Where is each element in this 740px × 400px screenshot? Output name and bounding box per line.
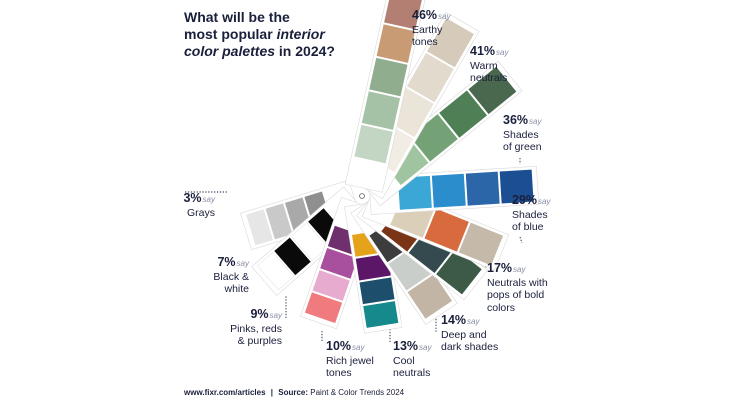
name-line: Black & bbox=[213, 270, 249, 283]
color-chip bbox=[458, 222, 504, 266]
say-text: say bbox=[352, 343, 365, 352]
pct-shades-of-green: 36% bbox=[503, 113, 529, 127]
color-chip bbox=[427, 18, 474, 68]
name-line: Rich jewel bbox=[326, 354, 374, 367]
leader-line bbox=[519, 236, 523, 244]
color-chip bbox=[290, 222, 329, 261]
name-line: colors bbox=[487, 301, 516, 314]
footer-separator: | bbox=[270, 388, 273, 397]
title-line-3: in 2024? bbox=[275, 43, 335, 59]
name-line: neutrals bbox=[470, 72, 508, 84]
color-chip bbox=[376, 24, 415, 63]
color-chip bbox=[384, 0, 423, 30]
color-chip bbox=[499, 169, 534, 204]
name-line: Cool bbox=[393, 354, 415, 367]
name-line: tones bbox=[326, 367, 352, 379]
label-black-white: 7%say Black & white bbox=[183, 256, 249, 296]
say-text: say bbox=[538, 197, 551, 206]
title-line-1: What will be the bbox=[184, 9, 290, 25]
label-neutrals-bold: 17%say Neutrals with pops of bold colors bbox=[487, 262, 548, 314]
say-text: say bbox=[269, 311, 282, 320]
label-earthy-tones: 46%say Earthy tones bbox=[412, 9, 450, 49]
color-chip bbox=[359, 277, 395, 305]
color-chip bbox=[246, 209, 273, 246]
pct-grays: 3% bbox=[183, 191, 202, 205]
say-text: say bbox=[529, 117, 542, 126]
color-chip bbox=[386, 87, 434, 138]
name-line: of green bbox=[503, 141, 542, 153]
pct-rich-jewel: 10% bbox=[326, 339, 352, 353]
color-chip bbox=[320, 247, 358, 279]
swatch-card-earthy-tones bbox=[344, 0, 427, 193]
color-chip bbox=[257, 251, 295, 291]
footer-source-label: Source: bbox=[278, 388, 309, 397]
color-chip bbox=[369, 57, 408, 97]
name-line: of blue bbox=[512, 221, 544, 233]
name-line: Deep and bbox=[441, 328, 487, 341]
name-line: tones bbox=[412, 36, 438, 48]
label-shades-of-blue: 29%say Shades of blue bbox=[512, 194, 550, 234]
label-pinks-reds: 9%say Pinks, reds & purples bbox=[198, 308, 282, 348]
name-line: dark shades bbox=[441, 341, 499, 353]
color-chip bbox=[431, 173, 466, 208]
name-line: Earthy bbox=[412, 23, 443, 36]
color-chip bbox=[406, 53, 454, 103]
footer-source-text: Paint & Color Trends 2024 bbox=[310, 388, 405, 397]
say-text: say bbox=[513, 265, 526, 274]
color-chip bbox=[354, 124, 393, 164]
color-chip bbox=[439, 90, 488, 138]
color-chip bbox=[465, 171, 500, 206]
color-chip bbox=[274, 237, 311, 276]
color-chip bbox=[265, 203, 293, 240]
color-chip bbox=[304, 292, 343, 324]
color-chip bbox=[363, 301, 399, 328]
color-chip bbox=[312, 270, 350, 301]
pivot-pin bbox=[359, 193, 365, 199]
chart-title: What will be the most popular interior c… bbox=[184, 9, 374, 60]
color-chip bbox=[355, 253, 391, 281]
color-chip bbox=[407, 274, 453, 319]
title-emphasis-2: color palettes bbox=[184, 43, 276, 59]
say-text: say bbox=[438, 12, 451, 21]
name-line: neutrals bbox=[393, 367, 431, 379]
color-chip bbox=[409, 114, 458, 162]
footer: www.fixr.com/articles | Source: Paint & … bbox=[184, 388, 404, 397]
name-line: & purples bbox=[237, 335, 282, 347]
say-text: say bbox=[236, 259, 249, 268]
name-line: pops of bold bbox=[487, 289, 545, 301]
say-text: say bbox=[202, 195, 215, 204]
name-line: Neutrals with bbox=[487, 276, 548, 289]
name-line: Warm bbox=[470, 59, 498, 72]
name-line: Shades bbox=[503, 128, 539, 141]
name-line: white bbox=[224, 283, 249, 295]
name-line: Shades bbox=[512, 208, 548, 221]
say-text: say bbox=[496, 48, 509, 57]
say-text: say bbox=[419, 343, 432, 352]
pct-warm-neutrals: 41% bbox=[470, 44, 496, 58]
pct-pinks-reds: 9% bbox=[250, 307, 269, 321]
pct-neutrals-bold: 17% bbox=[487, 261, 513, 275]
pct-shades-of-blue: 29% bbox=[512, 193, 538, 207]
label-rich-jewel: 10%say Rich jewel tones bbox=[326, 340, 374, 380]
footer-site: www.fixr.com/articles bbox=[184, 388, 266, 397]
pct-deep-dark: 14% bbox=[441, 313, 467, 327]
name-line: Grays bbox=[186, 206, 215, 219]
label-warm-neutrals: 41%say Warm neutrals bbox=[470, 45, 508, 85]
label-cool-neutrals: 13%say Cool neutrals bbox=[393, 340, 431, 380]
label-deep-dark: 14%say Deep and dark shades bbox=[441, 314, 498, 354]
pct-cool-neutrals: 13% bbox=[393, 339, 419, 353]
label-shades-of-green: 36%say Shades of green bbox=[503, 114, 542, 154]
title-emphasis-1: interior bbox=[276, 26, 325, 42]
pct-earthy-tones: 46% bbox=[412, 8, 438, 22]
color-chip bbox=[468, 66, 517, 115]
label-grays: 3%say Grays bbox=[163, 192, 215, 219]
name-line: Pinks, reds bbox=[230, 322, 282, 335]
color-chip bbox=[361, 91, 401, 130]
say-text: say bbox=[467, 317, 480, 326]
title-line-2: most popular bbox=[184, 26, 277, 42]
pct-black-white: 7% bbox=[217, 255, 236, 269]
color-chip bbox=[424, 208, 469, 252]
